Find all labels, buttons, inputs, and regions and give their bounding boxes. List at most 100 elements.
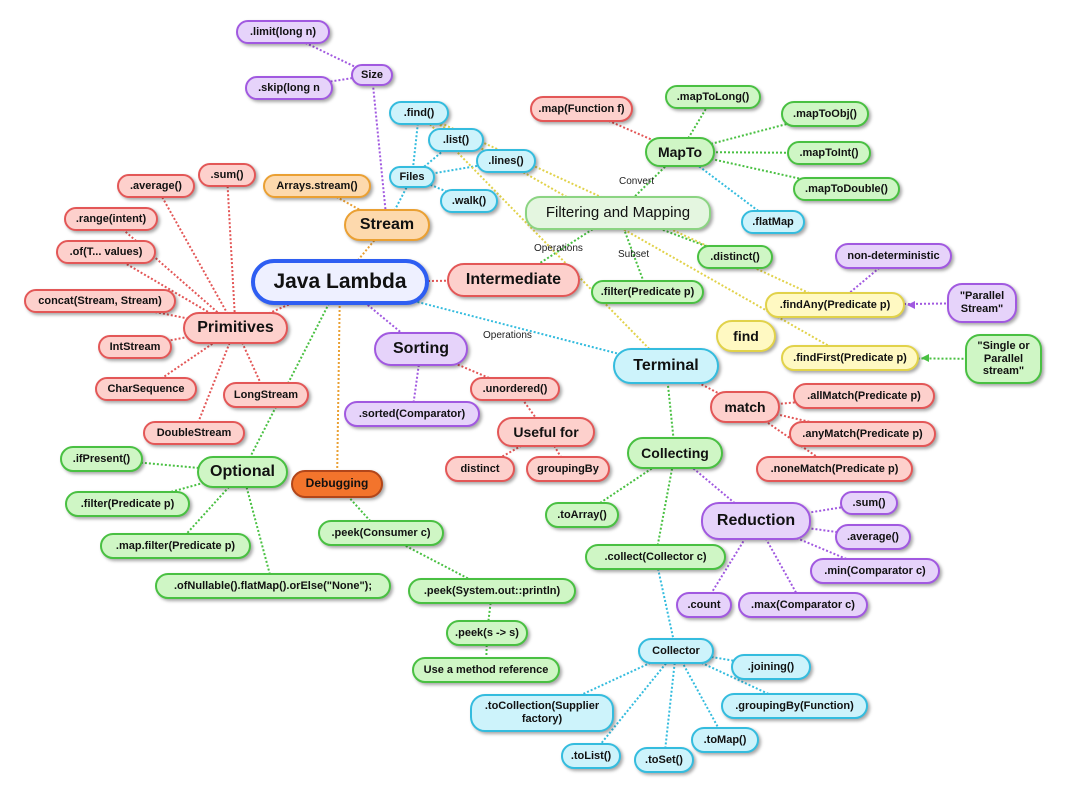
operations-terminal-label: Operations — [483, 330, 532, 341]
debugging-node: Debugging — [291, 470, 383, 498]
sorting-node: Sorting — [374, 332, 468, 366]
collecting-node: Collecting — [627, 437, 723, 469]
find-method-node: .find() — [389, 101, 449, 125]
filtering-mapping-node: Filtering and Mapping — [525, 196, 711, 230]
lines-node: .lines() — [476, 149, 536, 173]
joining-node: .joining() — [731, 654, 811, 680]
distinct-useful-node: distinct — [445, 456, 515, 482]
charsequence-node: CharSequence — [95, 377, 197, 401]
size-node: Size — [351, 64, 393, 86]
stream-node: Stream — [344, 209, 430, 241]
connector-collector-to-toset — [663, 650, 677, 761]
sum-reduction-node: .sum() — [840, 491, 898, 515]
operations-intermediate-label: Operations — [534, 243, 583, 254]
terminal-node: Terminal — [613, 348, 719, 384]
peek-consumer-node: .peek(Consumer c) — [318, 520, 444, 546]
walk-node: .walk() — [440, 189, 498, 213]
average-primitives-node: .average() — [117, 174, 195, 198]
groupingby-function-node: .groupingBy(Function) — [721, 693, 868, 719]
single-parallel-node: "Single or Parallel stream" — [965, 334, 1042, 384]
longstream-node: LongStream — [223, 382, 309, 408]
reduction-node: Reduction — [701, 502, 811, 540]
non-deterministic-node: non-deterministic — [835, 243, 952, 269]
arrays-stream-node: Arrays.stream() — [263, 174, 371, 198]
connector-collect-to-collector — [654, 556, 677, 652]
flatmap-node: .flatMap — [741, 210, 805, 234]
connector-stream-to-size — [371, 74, 388, 226]
mapto-node: MapTo — [645, 137, 715, 167]
central-node: Java Lambda — [251, 259, 429, 305]
intstream-node: IntStream — [98, 335, 172, 359]
find-node: find — [716, 320, 776, 352]
convert-label: Convert — [619, 176, 655, 187]
peek-s-node: .peek(s -> s) — [446, 620, 528, 646]
findfirst-node: .findFirst(Predicate p) — [781, 345, 919, 371]
list-node: .list() — [428, 128, 484, 152]
connector-terminal-to-match — [665, 365, 746, 408]
maptolong-node: .mapToLong() — [665, 85, 761, 109]
connector-primitives-to-average-p — [155, 185, 237, 329]
intermediate-node: Intermediate — [447, 263, 580, 297]
primitives-node: Primitives — [183, 312, 288, 344]
maptoint-node: .mapToInt() — [787, 141, 871, 165]
filter-optional-node: .filter(Predicate p) — [65, 491, 190, 517]
connector-reduction-to-sum-r — [755, 502, 870, 522]
range-node: .range(intent) — [64, 207, 158, 231]
allmatch-node: .allMatch(Predicate p) — [793, 383, 935, 409]
skip-node: .skip(long n — [245, 76, 333, 100]
sorted-node: .sorted(Comparator) — [344, 401, 480, 427]
maptodouble-node: .mapToDouble() — [793, 177, 900, 201]
connector-terminal-to-find — [418, 112, 667, 367]
connector-central-to-primitives — [235, 281, 341, 329]
connector-sorting-to-sorted — [411, 348, 422, 415]
toset-node: .toSet() — [634, 747, 694, 773]
tocollection-node: .toCollection(Supplier factory) — [470, 694, 614, 732]
maptoobj-node: .mapToObj() — [781, 101, 869, 127]
ofnullable-node: .ofNullable().flatMap().orElse("None"); — [155, 573, 391, 599]
ifpresent-node: .ifPresent() — [60, 446, 143, 472]
tolist-node: .toList() — [561, 743, 621, 769]
connector-collector-to-tomap — [675, 650, 726, 741]
connector-primitives-to-range — [110, 218, 237, 329]
findany-node: .findAny(Predicate p) — [765, 292, 905, 318]
doublestream-node: DoubleStream — [143, 421, 245, 445]
connector-optional-to-ofnullable — [241, 471, 274, 587]
count-node: .count — [676, 592, 732, 618]
parallel-stream-node: "Parallel Stream" — [947, 283, 1017, 323]
sum-primitives-node: .sum() — [198, 163, 256, 187]
subset-label: Subset — [618, 249, 650, 260]
average-reduction-node: .average() — [835, 524, 911, 550]
tomap-node: .toMap() — [691, 727, 759, 753]
files-node: Files — [389, 166, 435, 188]
filter-predicate-node: .filter(Predicate p) — [591, 280, 704, 304]
toarray-node: .toArray() — [545, 502, 619, 528]
connector-debugging-to-peekcons — [336, 483, 382, 534]
anymatch-node: .anyMatch(Predicate p) — [789, 421, 936, 447]
groupingby-useful-node: groupingBy — [526, 456, 610, 482]
arrowhead-findany — [907, 301, 915, 309]
connector-usefulfor-to-groupby-u — [545, 431, 569, 470]
nonematch-node: .noneMatch(Predicate p) — [756, 456, 913, 482]
unordered-node: .unordered() — [470, 377, 560, 401]
connector-primitives-to-concat — [99, 300, 236, 329]
collect-node: .collect(Collector c) — [585, 544, 726, 570]
connector-central-to-optional — [241, 281, 341, 473]
of-node: .of(T... values) — [56, 240, 156, 264]
match-node: match — [710, 391, 780, 423]
optional-node: Optional — [197, 456, 288, 488]
concat-node: concat(Stream, Stream) — [24, 289, 176, 313]
connector-primitives-to-doublestream — [193, 327, 237, 434]
arrowhead-findfirst — [921, 354, 929, 362]
map-filter-node: .map.filter(Predicate p) — [100, 533, 251, 559]
useful-for-node: Useful for — [497, 417, 595, 447]
connector-peeksys-to-peeks — [486, 590, 493, 634]
collector-node: Collector — [638, 638, 714, 664]
min-node: .min(Comparator c) — [810, 558, 940, 584]
connector-central-to-debugging — [336, 281, 341, 485]
map-function-node: .map(Function f) — [530, 96, 633, 122]
peek-sysout-node: .peek(System.out::println) — [408, 578, 576, 604]
method-reference-node: Use a method reference — [412, 657, 560, 683]
max-node: .max(Comparator c) — [738, 592, 868, 618]
connector-primitives-to-sum-p — [226, 174, 237, 329]
